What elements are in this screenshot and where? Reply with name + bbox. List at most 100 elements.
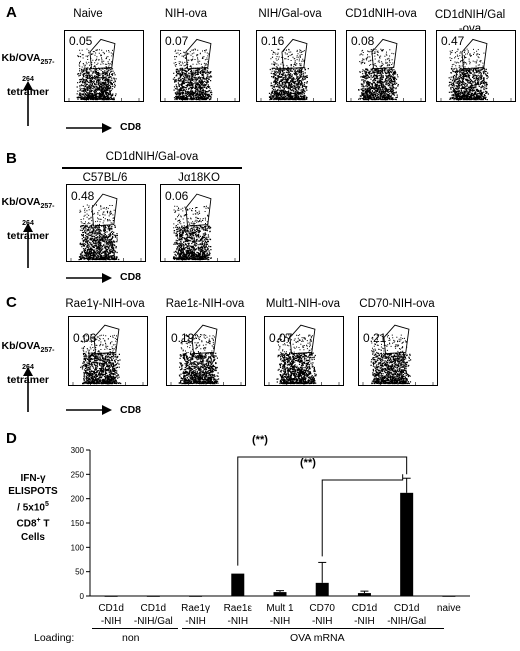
panel-c-flow-plot-rae1g: 0.06 xyxy=(68,316,148,386)
flow-scatter xyxy=(260,38,332,101)
panel-b-group-bar xyxy=(62,167,242,169)
flow-events xyxy=(358,48,399,101)
category-label: -NIH/Gal xyxy=(134,616,173,627)
gate-outline xyxy=(383,324,410,355)
gate-outline xyxy=(185,193,212,227)
panel-c-flow-plot-cd70: 0.21 xyxy=(358,316,438,386)
flow-scatter xyxy=(350,38,422,101)
panel-b-column-label: Jα18KO xyxy=(178,172,220,184)
y-tick-label: 200 xyxy=(71,495,85,504)
flow-scatter xyxy=(440,38,512,101)
flow-events xyxy=(448,48,489,101)
panel-c-x-arrow xyxy=(66,405,112,415)
bar xyxy=(273,592,287,596)
category-label: -NIH xyxy=(227,616,248,627)
percent-label: 0.47 xyxy=(441,34,465,48)
y-tick-label: 300 xyxy=(71,446,85,455)
percent-label: 0.07 xyxy=(165,34,189,48)
panel-a-flow-plot-nih-gal-ova: 0.16 xyxy=(256,30,336,102)
panel-c-column-label: Rae1γ-NIH-ova xyxy=(65,298,145,310)
percent-label: 0.05 xyxy=(69,34,93,48)
flow-events xyxy=(80,334,122,385)
loading-group-non: non xyxy=(122,632,140,644)
panel-a-letter: A xyxy=(6,4,17,21)
category-label: naive xyxy=(437,603,461,614)
panel-a-column-label: NIH/Gal-ova xyxy=(258,8,322,20)
percent-label: 0.06 xyxy=(73,331,97,345)
panel-b-group-header: CD1dNIH/Gal-ova xyxy=(105,151,199,163)
category-label: Rae1γ xyxy=(181,603,210,614)
flow-scatter xyxy=(170,324,242,385)
panel-c-column-label: Mult1-NIH-ova xyxy=(265,298,341,310)
flow-events xyxy=(178,334,220,385)
significance-label: (**) xyxy=(252,434,268,446)
percent-label: 0.48 xyxy=(71,189,95,203)
panel-d-y-axis-label: IFN-γ ELISPOTS / 5x105 CD8+ T Cells xyxy=(8,473,58,543)
panel-b-flow-plot-c57bl6: 0.48 xyxy=(66,184,146,262)
bar xyxy=(357,593,371,596)
panel-b-x-axis-label: CD8 xyxy=(120,271,142,283)
panel-d-letter: D xyxy=(6,430,17,447)
bar xyxy=(189,596,203,597)
category-label: -NIH xyxy=(270,616,291,627)
y-tick-label: 50 xyxy=(75,568,84,577)
panel-a-column-label: Naive xyxy=(73,8,103,20)
panel-b-flow-plot-ja18ko: 0.06 xyxy=(160,184,240,262)
panel-c-flow-plot-mult1: 0.07 xyxy=(264,316,344,386)
panel-c-letter: C xyxy=(6,294,17,311)
flow-events xyxy=(268,48,309,101)
y-tick-label: 100 xyxy=(71,543,85,552)
flow-scatter xyxy=(68,38,140,101)
flow-events xyxy=(76,48,117,101)
percent-label: 0.07 xyxy=(269,331,293,345)
bar xyxy=(442,596,456,597)
panel-c-column-label: CD70-NIH-ova xyxy=(359,298,435,310)
y-tick-label: 150 xyxy=(71,519,85,528)
gate-outline xyxy=(371,38,398,70)
panel-b-x-arrow xyxy=(66,273,112,283)
y-tick-label: 250 xyxy=(71,470,85,479)
flow-events xyxy=(78,204,120,261)
percent-label: 0.19 xyxy=(171,331,195,345)
panel-a-y-arrow xyxy=(23,81,33,126)
panel-a-flow-plot-naive: 0.05 xyxy=(64,30,144,102)
panel-d-bar-chart: 0 50 100 150 200 250 300 CD1d -NIH CD1d -NIH/Gal Ra… xyxy=(71,446,470,627)
gate-outline xyxy=(281,38,308,70)
percent-label: 0.06 xyxy=(165,189,189,203)
gate-outline xyxy=(191,324,218,355)
category-label: -NIH xyxy=(185,616,206,627)
significance-label: (**) xyxy=(300,457,316,469)
percent-label: 0.21 xyxy=(363,331,387,345)
panel-c-column-label: Rae1ε-NIH-ova xyxy=(165,298,245,310)
panel-c-flow-plot-rae1e: 0.19 xyxy=(166,316,246,386)
flow-events xyxy=(370,334,412,385)
category-label: CD1d xyxy=(141,603,167,614)
panel-a-x-axis-label: CD8 xyxy=(120,121,142,133)
gate-outline xyxy=(91,193,118,227)
y-tick-label: 0 xyxy=(80,592,85,601)
gate-outline xyxy=(89,38,116,70)
flow-scatter xyxy=(362,324,434,385)
panel-a-x-arrow xyxy=(66,123,112,133)
loading-group-line-non xyxy=(92,628,178,629)
bar xyxy=(400,492,414,596)
loading-group-line-ova xyxy=(182,628,444,629)
panel-a-column-label: CD1dNIH-ova xyxy=(345,8,417,20)
loading-label: Loading: xyxy=(34,632,75,644)
loading-group-ova-mrna: OVA mRNA xyxy=(290,632,345,644)
flow-scatter xyxy=(164,193,236,261)
bar xyxy=(104,596,118,597)
gate-outline xyxy=(93,324,120,355)
category-label: -NIH xyxy=(354,616,375,627)
panel-c-y-arrow xyxy=(23,367,33,412)
flow-scatter xyxy=(164,38,236,101)
flow-scatter xyxy=(70,193,142,261)
category-label: Rae1ε xyxy=(224,603,253,614)
percent-label: 0.16 xyxy=(261,34,285,48)
panel-a-column-label: NIH-ova xyxy=(164,8,208,20)
category-label: CD1d xyxy=(98,603,124,614)
flow-events xyxy=(172,205,212,261)
significance-bracket xyxy=(237,456,408,566)
flow-scatter xyxy=(268,324,340,385)
panel-b-letter: B xyxy=(6,150,17,167)
